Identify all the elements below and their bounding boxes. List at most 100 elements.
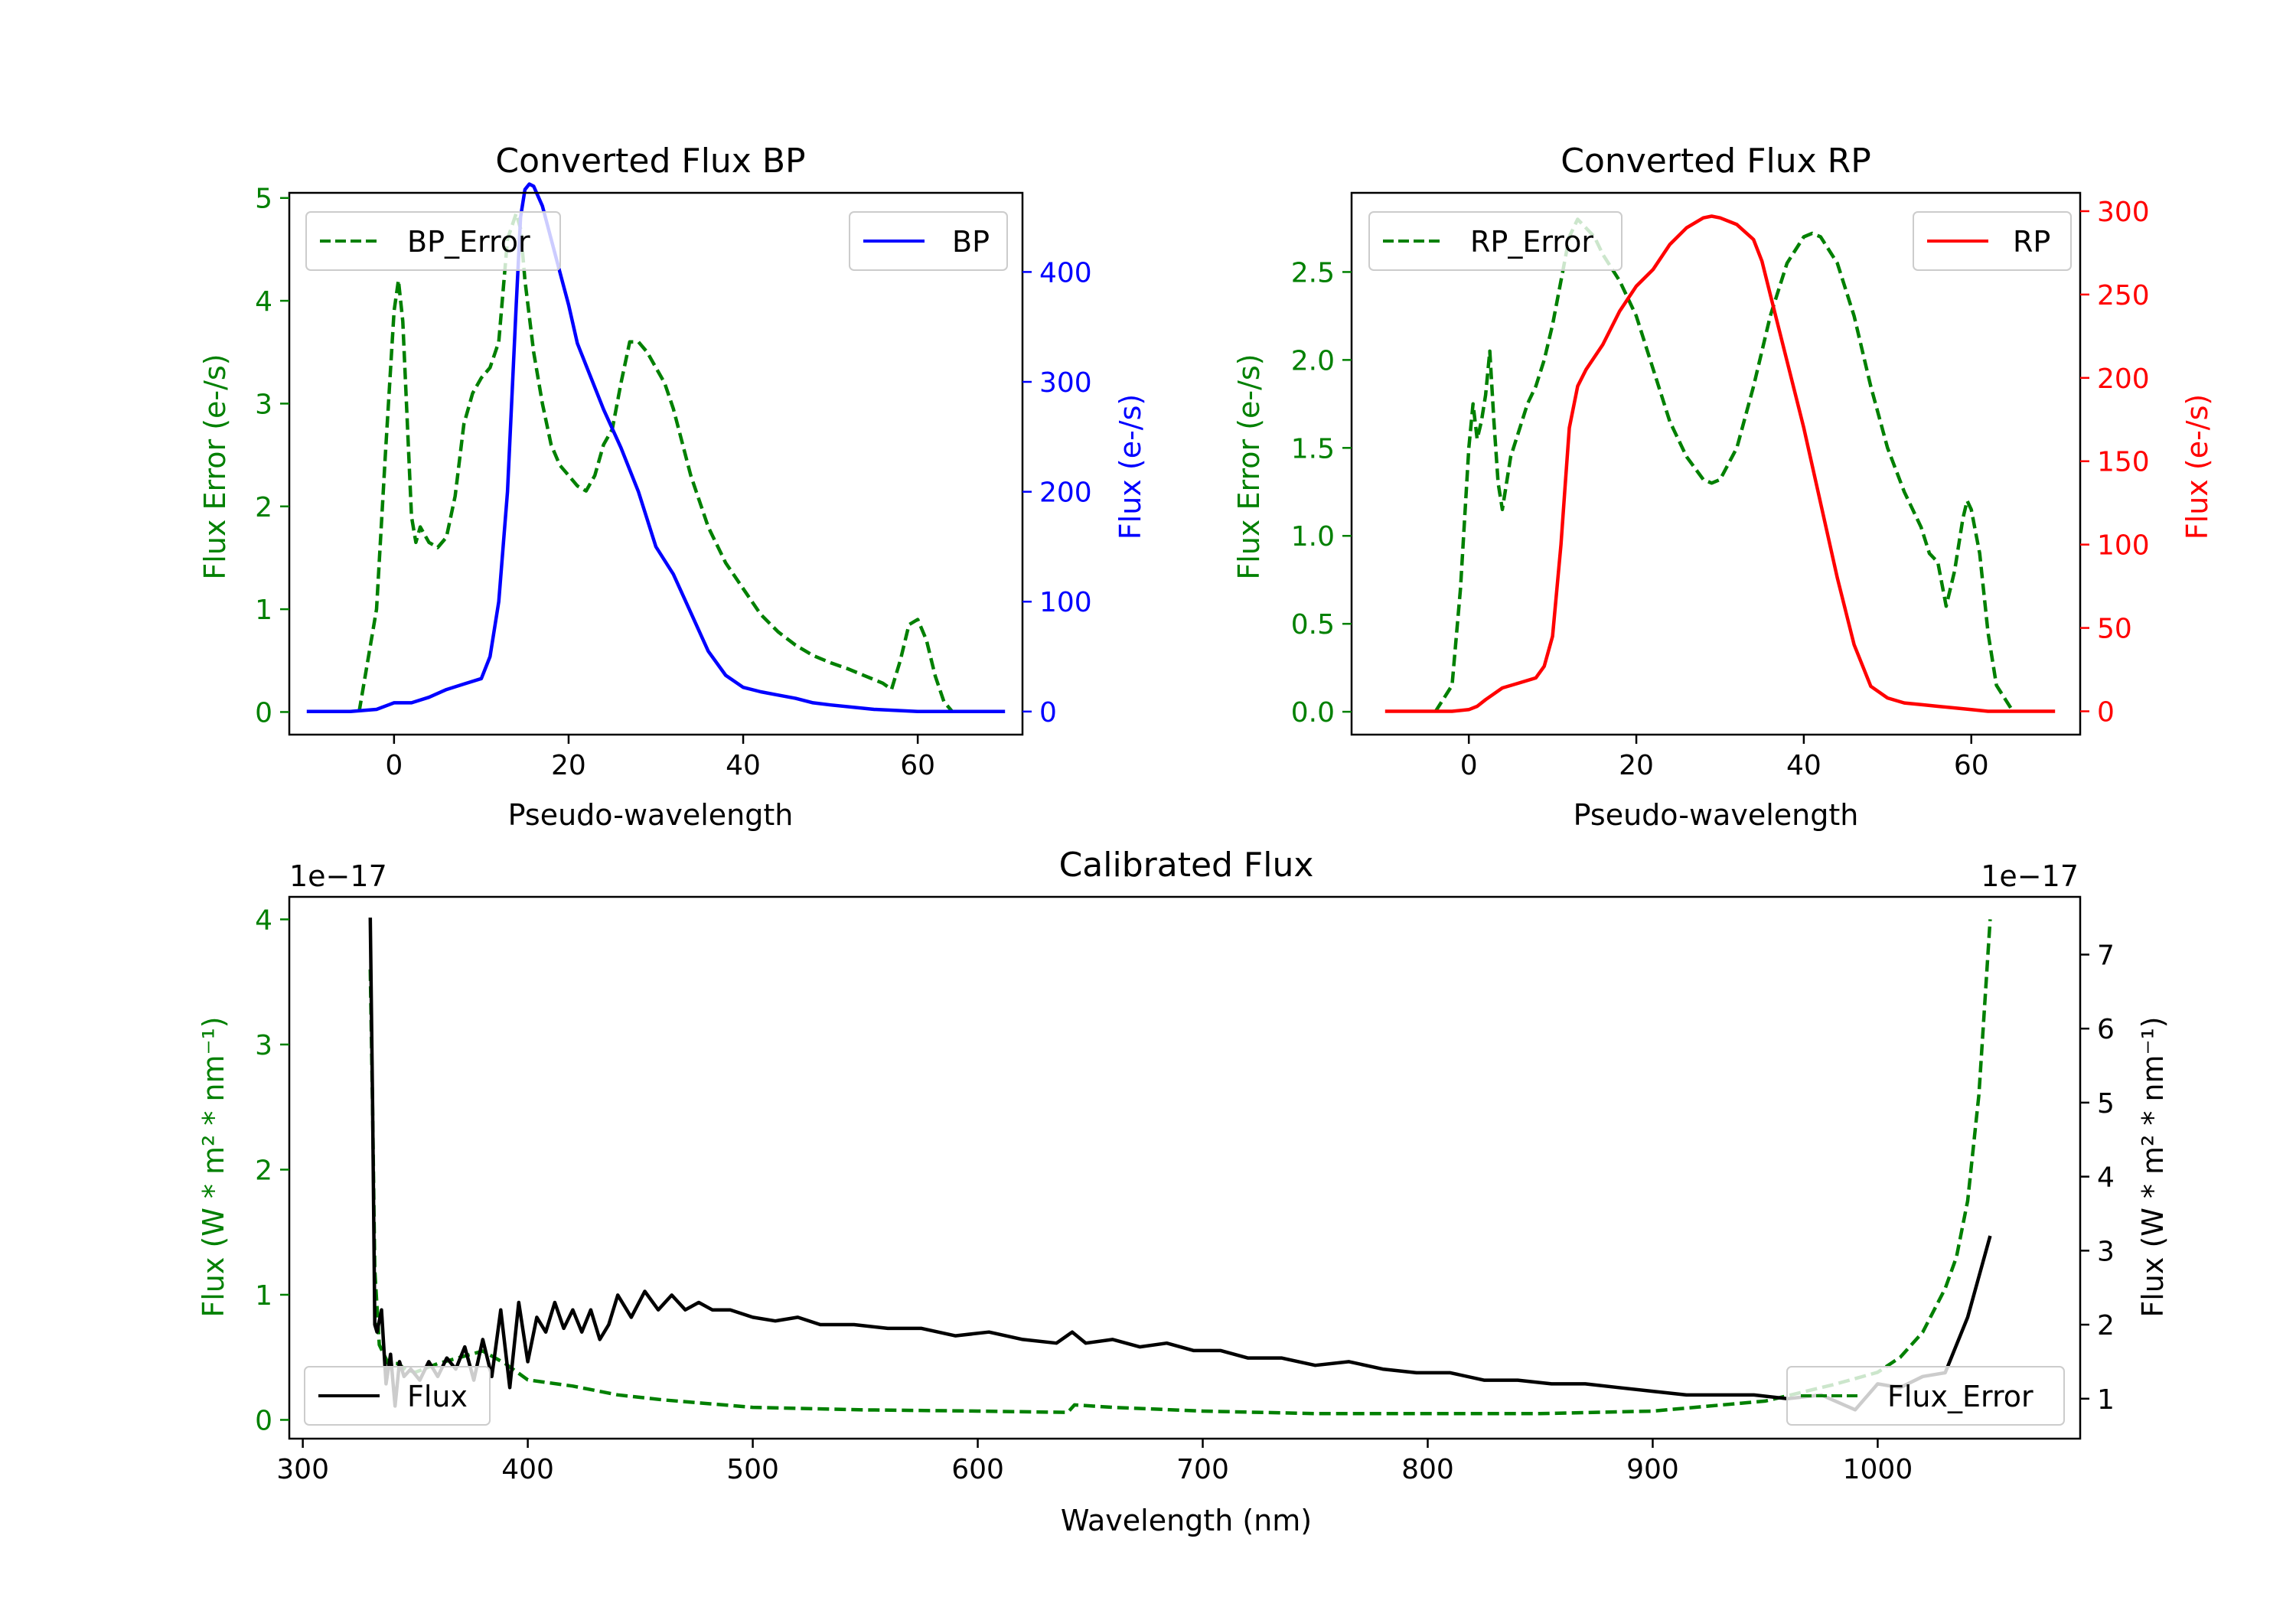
y-right-tick-label: 3 — [2097, 1236, 2115, 1267]
y-axis-left-label: Flux Error (e-/s) — [1232, 354, 1266, 579]
y-left-tick-label: 1 — [255, 1280, 272, 1312]
x-axis-label: Wavelength (nm) — [1061, 1504, 1312, 1537]
legend-flux: Flux — [304, 1366, 491, 1426]
chart-title: Converted Flux BP — [495, 142, 805, 181]
chart-converted-flux-bp: Converted Flux BP Pseudo-wavelength Flux… — [198, 142, 1147, 832]
chart-calibrated-flux: Calibrated Flux Wavelength (nm) Flux (W … — [197, 846, 2170, 1537]
x-tick-label: 60 — [900, 750, 935, 781]
y-axis-left-label: Flux (W * m² * nm⁻¹) — [197, 1016, 230, 1317]
y-right-tick-label: 300 — [1039, 367, 1092, 399]
y-right-tick-label: 200 — [1039, 478, 1092, 509]
legend-box — [1913, 211, 2072, 271]
series-line-bp-error — [357, 211, 954, 713]
legend-label: RP_Error — [1470, 225, 1593, 259]
x-tick-label: 40 — [726, 750, 761, 781]
x-tick-label: 900 — [1626, 1454, 1679, 1485]
y-right-tick-label: 200 — [2097, 363, 2150, 395]
axes-frame — [288, 191, 1024, 736]
y-left-tick-label: 1 — [255, 595, 272, 626]
axes: 300 400 500 600 700 800 900 1000 0 1 2 3 4 1 2 3 4 5 6 7 — [255, 895, 2115, 1485]
y-right-tick-label: 0 — [2097, 697, 2115, 729]
x-tick-label: 40 — [1786, 750, 1821, 781]
x-tick-label: 60 — [1954, 750, 1989, 781]
axes-frame — [288, 895, 2082, 1440]
legend-box — [849, 211, 1008, 271]
y-right-tick-label: 0 — [1039, 697, 1057, 729]
y-right-tick-label: 7 — [2097, 940, 2115, 971]
axes: 0 20 40 60 0.0 0.5 1.0 1.5 2.0 2.5 0 50 100 150 200 250… — [1291, 191, 2150, 781]
y-right-tick-label: 1 — [2097, 1384, 2115, 1416]
legend-label: RP — [2013, 225, 2050, 259]
legend-box — [1368, 211, 1623, 271]
y-left-tick-label: 0.0 — [1291, 697, 1335, 729]
y-left-tick-label: 5 — [255, 184, 272, 215]
y-left-tick-label: 4 — [255, 905, 272, 936]
x-tick-label: 0 — [1460, 750, 1478, 781]
series-bp-line — [306, 182, 1006, 714]
y-right-tick-label: 4 — [2097, 1162, 2115, 1194]
y-right-tick-label: 250 — [2097, 280, 2150, 311]
y-right-tick-label: 400 — [1039, 257, 1092, 288]
x-axis-label: Pseudo-wavelength — [508, 798, 794, 832]
y-left-tick-label: 1.5 — [1291, 433, 1335, 464]
y-right-tick-label: 100 — [1039, 587, 1092, 618]
legend-box — [305, 211, 561, 271]
y-left-tick-label: 3 — [255, 389, 272, 420]
series-line-flux-error — [368, 919, 1992, 1416]
x-tick-label: 700 — [1176, 1454, 1229, 1485]
legend-label: BP — [952, 225, 990, 259]
legend-rp: RP — [1913, 211, 2072, 271]
y-left-tick-label: 2 — [255, 492, 272, 523]
x-tick-label: 1000 — [1843, 1454, 1913, 1485]
y-left-tick-label: 2.0 — [1291, 345, 1335, 376]
plot-area — [306, 182, 1006, 714]
series-line-bp — [306, 182, 1006, 714]
y-right-tick-label: 2 — [2097, 1310, 2115, 1341]
series-bp-error-line — [357, 211, 954, 713]
x-tick-label: 800 — [1401, 1454, 1454, 1485]
series-flux-line — [368, 918, 1992, 1412]
x-tick-label: 400 — [501, 1454, 554, 1485]
legend-box — [1786, 1366, 2065, 1426]
y-right-tick-label: 50 — [2097, 614, 2132, 645]
y-left-tick-label: 0.5 — [1291, 609, 1335, 641]
y-right-tick-label: 150 — [2097, 447, 2150, 478]
legend-label: Flux — [407, 1380, 468, 1413]
plot-area — [368, 918, 1992, 1416]
chart-title: Converted Flux RP — [1561, 142, 1871, 181]
y-left-tick-label: 2 — [255, 1155, 272, 1186]
y-left-tick-label: 1.0 — [1291, 521, 1335, 553]
x-tick-label: 500 — [726, 1454, 779, 1485]
axes: 0 20 40 60 0 1 2 3 4 5 0 100 200 300 400 — [255, 184, 1092, 781]
chart-title: Calibrated Flux — [1059, 846, 1314, 885]
y-left-tick-label: 3 — [255, 1030, 272, 1061]
series-flux-error-line — [368, 919, 1992, 1416]
axes-frame — [1350, 191, 2082, 736]
legend-bp-error: BP_Error — [305, 211, 561, 271]
series-rp-line — [1384, 214, 2056, 713]
y-axis-left-label: Flux Error (e-/s) — [198, 354, 232, 579]
series-line-flux — [368, 918, 1992, 1412]
y-right-tick-label: 6 — [2097, 1014, 2115, 1045]
y-left-tick-label: 4 — [255, 286, 272, 318]
y-axis-left-scale: 1e−17 — [289, 859, 387, 893]
y-axis-right-label: Flux (W * m² * nm⁻¹) — [2136, 1016, 2170, 1317]
legend-flux-error: Flux_Error — [1786, 1366, 2065, 1426]
legend-bp: BP — [849, 211, 1008, 271]
chart-converted-flux-rp: Converted Flux RP Pseudo-wavelength Flux… — [1232, 142, 2214, 832]
y-left-tick-label: 0 — [255, 1405, 272, 1436]
y-axis-right-scale: 1e−17 — [1981, 859, 2079, 893]
legend-label: BP_Error — [407, 225, 530, 259]
x-axis-label: Pseudo-wavelength — [1574, 798, 1859, 832]
y-right-tick-label: 100 — [2097, 530, 2150, 562]
y-left-tick-label: 2.5 — [1291, 257, 1335, 288]
y-right-tick-label: 300 — [2097, 197, 2150, 228]
x-tick-label: 20 — [551, 750, 586, 781]
y-right-tick-label: 5 — [2097, 1088, 2115, 1120]
legend-box — [304, 1366, 491, 1426]
y-left-tick-label: 0 — [255, 697, 272, 729]
x-tick-label: 0 — [385, 750, 403, 781]
x-tick-label: 300 — [276, 1454, 329, 1485]
series-line-rp — [1384, 214, 2056, 713]
